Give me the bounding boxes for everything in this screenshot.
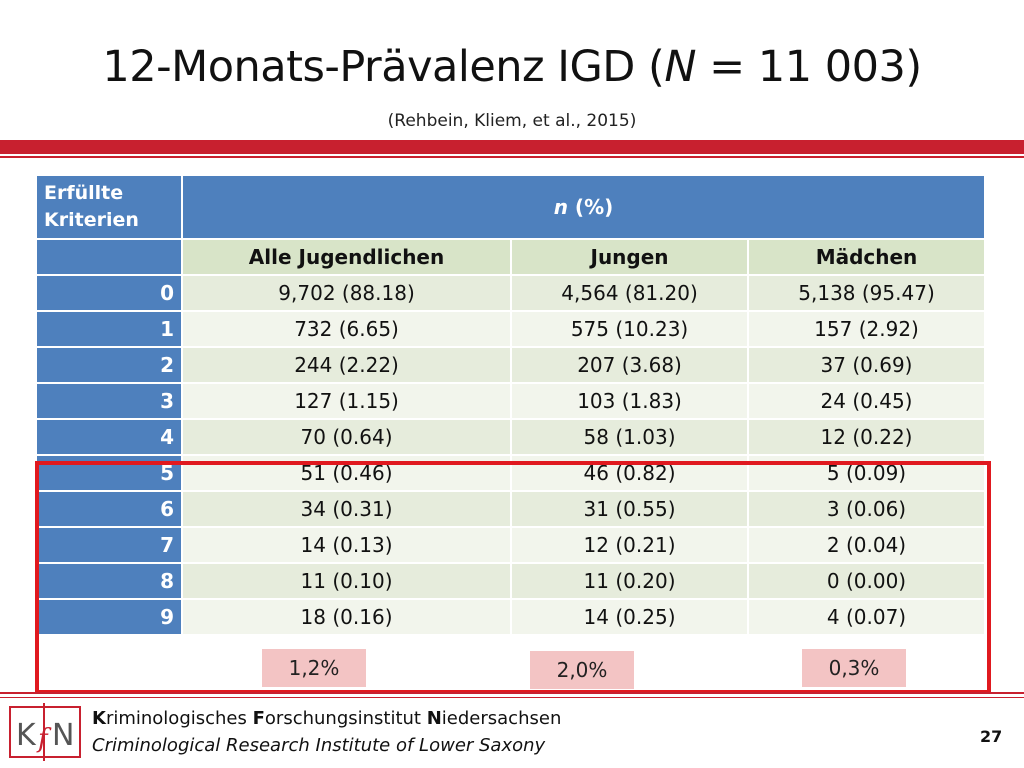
institute-name-german: Kriminologisches Forschungsinstitut Nied…	[92, 708, 562, 729]
table-row: 8 11 (0.10) 11 (0.20) 0 (0.00)	[37, 564, 984, 598]
cell-girls: 2 (0.04)	[749, 528, 984, 562]
cell-girls: 5,138 (95.47)	[749, 276, 984, 310]
title-divider-line	[0, 156, 1024, 158]
svg-text:f: f	[36, 724, 52, 754]
cell-boys: 31 (0.55)	[512, 492, 748, 526]
title-divider-bar	[0, 140, 1024, 154]
summary-girls-percent: 0,3%	[802, 649, 906, 687]
cell-boys: 58 (1.03)	[512, 420, 748, 454]
table-row: 9 18 (0.16) 14 (0.25) 4 (0.07)	[37, 600, 984, 634]
cell-all: 11 (0.10)	[183, 564, 511, 598]
cell-all: 9,702 (88.18)	[183, 276, 511, 310]
footer-divider-thin	[0, 697, 1024, 698]
cell-boys: 103 (1.83)	[512, 384, 748, 418]
row-label: 3	[37, 384, 181, 418]
page-number: 27	[980, 727, 1003, 746]
n-percent-header: n (%)	[183, 176, 984, 238]
empty-header-cell	[37, 240, 181, 274]
cell-boys: 12 (0.21)	[512, 528, 748, 562]
slide-title: 12-Monats-Prävalenz IGD (N = 11 003)	[102, 42, 922, 92]
row-label: 8	[37, 564, 181, 598]
row-label: 1	[37, 312, 181, 346]
row-label: 9	[37, 600, 181, 634]
table-row: 2 244 (2.22) 207 (3.68) 37 (0.69)	[37, 348, 984, 382]
cell-boys: 11 (0.20)	[512, 564, 748, 598]
footer-divider	[0, 692, 1024, 694]
cell-boys: 207 (3.68)	[512, 348, 748, 382]
cell-girls: 24 (0.45)	[749, 384, 984, 418]
institute-name-english: Criminological Research Institute of Low…	[92, 735, 546, 756]
cell-girls: 3 (0.06)	[749, 492, 984, 526]
table-row: 0 9,702 (88.18) 4,564 (81.20) 5,138 (95.…	[37, 276, 984, 310]
cell-boys: 575 (10.23)	[512, 312, 748, 346]
cell-girls: 4 (0.07)	[749, 600, 984, 634]
slide-subtitle: (Rehbein, Kliem, et al., 2015)	[387, 111, 637, 131]
cell-all: 14 (0.13)	[183, 528, 511, 562]
cell-all: 34 (0.31)	[183, 492, 511, 526]
cell-all: 70 (0.64)	[183, 420, 511, 454]
cell-girls: 0 (0.00)	[749, 564, 984, 598]
cell-all: 244 (2.22)	[183, 348, 511, 382]
table-row: 7 14 (0.13) 12 (0.21) 2 (0.04)	[37, 528, 984, 562]
cell-all: 127 (1.15)	[183, 384, 511, 418]
row-label: 2	[37, 348, 181, 382]
summary-all-percent: 1,2%	[262, 649, 366, 687]
cell-girls: 12 (0.22)	[749, 420, 984, 454]
cell-all: 732 (6.65)	[183, 312, 511, 346]
column-header-girls: Mädchen	[749, 240, 984, 274]
table-row: 1 732 (6.65) 575 (10.23) 157 (2.92)	[37, 312, 984, 346]
kfn-logo-icon: K f N	[9, 703, 81, 761]
column-header-all: Alle Jugendlichen	[183, 240, 511, 274]
summary-boys-percent: 2,0%	[530, 651, 634, 689]
svg-text:N: N	[52, 718, 74, 753]
cell-boys: 14 (0.25)	[512, 600, 748, 634]
cell-girls: 157 (2.92)	[749, 312, 984, 346]
row-label: 0	[37, 276, 181, 310]
row-label: 4	[37, 420, 181, 454]
cell-boys: 4,564 (81.20)	[512, 276, 748, 310]
table-row: 4 70 (0.64) 58 (1.03) 12 (0.22)	[37, 420, 984, 454]
svg-text:K: K	[16, 718, 37, 753]
column-header-boys: Jungen	[512, 240, 748, 274]
cell-all: 18 (0.16)	[183, 600, 511, 634]
table-row: 3 127 (1.15) 103 (1.83) 24 (0.45)	[37, 384, 984, 418]
table-row: 6 34 (0.31) 31 (0.55) 3 (0.06)	[37, 492, 984, 526]
row-label: 6	[37, 492, 181, 526]
criteria-header: Erfüllte Kriterien	[37, 176, 181, 238]
row-label: 7	[37, 528, 181, 562]
cell-girls: 37 (0.69)	[749, 348, 984, 382]
